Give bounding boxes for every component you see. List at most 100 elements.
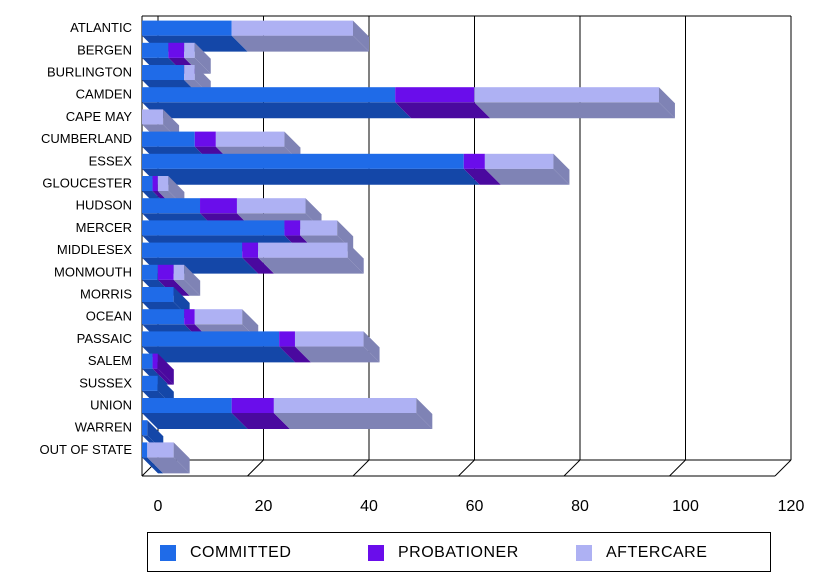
bar-end-cap-bergen <box>194 42 211 74</box>
bar-union-aftercare <box>273 398 433 429</box>
bar-side-face <box>231 35 369 52</box>
bar-front-face <box>152 353 158 369</box>
bar-front-face <box>142 65 185 80</box>
bar-front-face <box>142 264 158 280</box>
legend-label-aftercare: AFTERCARE <box>606 544 708 561</box>
bar-side-face <box>142 102 412 119</box>
legend-swatch-aftercare <box>576 545 592 561</box>
bar-front-face <box>463 153 485 169</box>
bar-end-cap-salem <box>157 353 174 385</box>
bar-out-of-state-committed <box>142 442 164 474</box>
category-label-morris: MORRIS <box>80 287 132 302</box>
bar-side-face <box>142 457 164 474</box>
bar-side-face <box>395 102 491 119</box>
bar-side-face <box>142 413 248 429</box>
bar-bergen-aftercare <box>184 42 211 74</box>
category-label-warren: WARREN <box>75 420 132 435</box>
bar-union-probationer <box>231 398 290 429</box>
category-label-mercer: MERCER <box>76 220 132 235</box>
bar-atlantic-aftercare <box>231 20 369 52</box>
category-label-sussex: SUSSEX <box>79 375 132 390</box>
bar-front-face <box>142 87 396 103</box>
bar-front-face <box>142 198 201 214</box>
bar-front-face <box>484 153 554 169</box>
category-label-camden: CAMDEN <box>76 87 132 102</box>
bar-side-face <box>463 168 501 185</box>
category-label-salem: SALEM <box>88 353 132 368</box>
bar-middlesex-aftercare <box>258 242 364 274</box>
bar-front-face <box>142 131 195 147</box>
bar-side-face <box>294 346 380 363</box>
category-label-burlington: BURLINGTON <box>47 65 132 80</box>
bar-end-cap-atlantic <box>353 20 369 52</box>
bar-front-face <box>142 309 185 325</box>
bars <box>142 20 675 474</box>
bar-end-cap-passaic <box>363 331 380 363</box>
bar-end-cap-essex <box>553 153 570 185</box>
bar-union-committed <box>142 398 248 429</box>
legend: COMMITTED PROBATIONER AFTERCARE <box>147 532 771 572</box>
x-tick-label-20: 20 <box>255 498 273 515</box>
legend-item-probationer: PROBATIONER <box>368 544 519 562</box>
bar-front-face <box>474 87 659 103</box>
bar-front-face <box>395 87 475 103</box>
bar-salem-probationer <box>152 353 174 385</box>
bar-side-face <box>147 457 190 474</box>
bar-front-face <box>258 242 348 258</box>
bar-front-face <box>200 198 237 214</box>
bar-essex-committed <box>142 153 480 185</box>
floor-line-40 <box>352 459 370 477</box>
bar-camden-aftercare <box>474 87 675 119</box>
category-label-atlantic: ATLANTIC <box>70 20 132 35</box>
bar-front-face <box>236 198 306 214</box>
category-label-passaic: PASSAIC <box>77 331 132 346</box>
bar-front-face <box>142 109 164 125</box>
legend-label-probationer: PROBATIONER <box>398 544 519 561</box>
bar-front-face <box>184 65 195 80</box>
bar-front-face <box>157 264 174 280</box>
bar-front-face <box>142 220 285 236</box>
bar-front-face <box>168 42 185 58</box>
bar-front-face <box>142 42 169 58</box>
x-tick-labels: 0 20 40 60 80 100 120 <box>154 498 805 515</box>
legend-item-committed: COMMITTED <box>160 544 291 562</box>
bar-front-face <box>142 442 148 458</box>
bar-front-face <box>294 331 364 347</box>
bar-end-cap-out-of-state <box>173 442 190 474</box>
x-tick-label-40: 40 <box>360 498 378 515</box>
bar-side-face <box>474 102 675 119</box>
legend-item-aftercare: AFTERCARE <box>576 544 707 562</box>
x-tick-label-80: 80 <box>571 498 589 515</box>
x-tick-label-60: 60 <box>466 498 484 515</box>
bar-front-face <box>152 176 158 191</box>
bar-passaic-aftercare <box>294 331 380 363</box>
bar-passaic-committed <box>142 331 296 363</box>
bar-side-face <box>258 257 364 274</box>
bar-front-face <box>142 242 243 258</box>
bar-side-face <box>184 57 211 74</box>
bar-front-face <box>142 176 153 191</box>
legend-label-committed: COMMITTED <box>190 544 292 561</box>
bar-essex-probationer <box>463 153 501 185</box>
bar-end-cap-middlesex <box>347 242 364 274</box>
category-label-hudson: HUDSON <box>76 198 132 213</box>
bar-front-face <box>215 131 285 147</box>
category-label-ocean: OCEAN <box>86 309 132 324</box>
bar-essex-aftercare <box>484 153 570 185</box>
bar-camden-committed <box>142 87 412 119</box>
bar-front-face <box>231 398 274 413</box>
bar-front-face <box>284 220 301 236</box>
bar-front-face <box>231 20 353 36</box>
bar-side-face <box>142 168 480 185</box>
category-label-union: UNION <box>90 398 132 413</box>
bar-camden-probationer <box>395 87 491 119</box>
floor-line-120 <box>774 459 792 477</box>
bar-front-face <box>300 220 338 236</box>
bar-front-face <box>142 353 153 369</box>
floor-line-60 <box>458 459 475 477</box>
category-label-cape-may: CAPE MAY <box>66 109 133 124</box>
category-label-essex: ESSEX <box>89 153 133 168</box>
floor-line-20 <box>247 459 264 477</box>
bar-side-face <box>242 257 275 274</box>
